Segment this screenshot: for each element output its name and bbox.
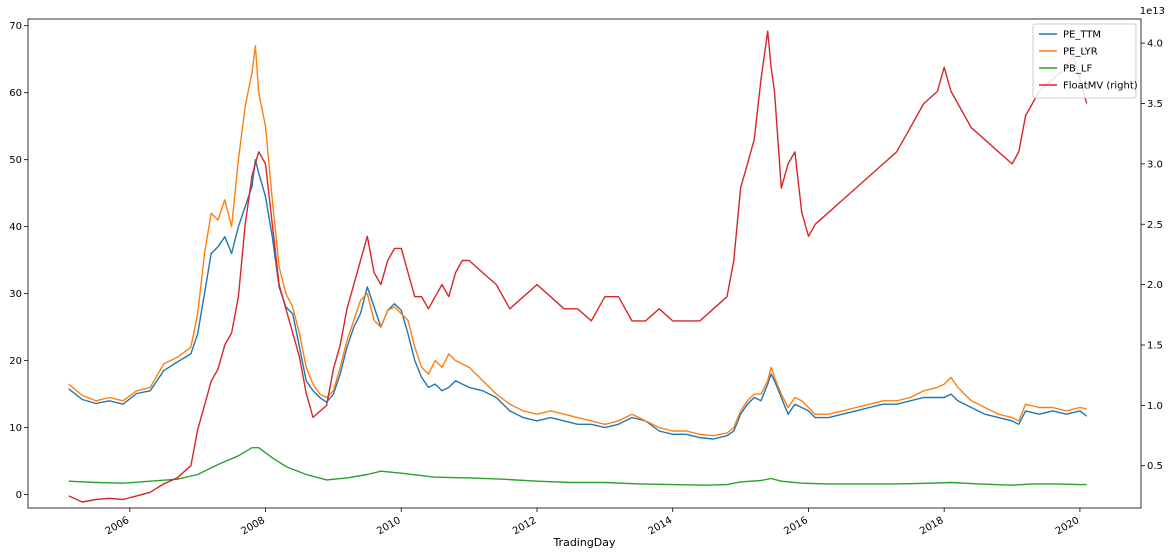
x-axis-title: TradingDay xyxy=(552,536,616,549)
right-y-tick-label: 4.0 xyxy=(1147,39,1163,50)
x-tick-label: 2014 xyxy=(647,515,675,537)
series-line-floatmv-right- xyxy=(68,30,1088,503)
series-line-pb-lf xyxy=(68,447,1087,486)
left-y-axis: 0 10 20 30 40 50 60 70 xyxy=(9,21,28,501)
right-y-axis: 0.5 1.0 1.5 2.0 2.5 3.0 3.5 4.0 xyxy=(1141,39,1163,472)
series-line-pe-ttm xyxy=(68,158,1088,440)
left-y-tick-label: 10 xyxy=(9,423,22,434)
left-y-tick-label: 30 xyxy=(9,289,22,300)
series-line-pe-lyr xyxy=(68,45,1087,437)
right-y-tick-label: 2.5 xyxy=(1147,220,1163,231)
legend-box xyxy=(1032,23,1137,99)
legend-label: FloatMV (right) xyxy=(1063,81,1138,92)
plot-frame xyxy=(27,18,1142,509)
right-y-tick-label: 3.0 xyxy=(1147,159,1163,170)
x-tick-label: 2010 xyxy=(375,515,403,537)
left-y-tick-label: 0 xyxy=(16,490,22,501)
x-tick-label: 2012 xyxy=(511,515,539,537)
x-tick-label: 2018 xyxy=(918,515,946,537)
x-tick-label: 2016 xyxy=(782,515,810,537)
left-y-tick-label: 40 xyxy=(9,222,22,233)
left-y-tick-label: 50 xyxy=(9,155,22,166)
legend-label: PE_LYR xyxy=(1063,47,1098,58)
right-y-tick-label: 3.5 xyxy=(1147,99,1163,110)
left-y-tick-label: 20 xyxy=(9,356,22,367)
x-tick-label: 2020 xyxy=(1054,515,1082,537)
legend: PE_TTM PE_LYR PB_LF FloatMV (right) xyxy=(1032,23,1138,99)
right-y-tick-label: 2.0 xyxy=(1147,280,1163,291)
right-y-tick-label: 1.0 xyxy=(1147,401,1163,412)
x-axis: 2006 2008 2010 2012 2014 2016 2018 2020 xyxy=(104,508,1082,537)
legend-label: PE_TTM xyxy=(1063,30,1101,41)
right-y-tick-label: 0.5 xyxy=(1147,461,1163,472)
x-tick-label: 2006 xyxy=(104,515,132,537)
series-lines xyxy=(68,30,1088,503)
left-y-tick-label: 70 xyxy=(9,21,22,32)
legend-label: PB_LF xyxy=(1063,64,1092,75)
right-axis-offset-label: 1e13 xyxy=(1140,6,1165,17)
right-y-tick-label: 1.5 xyxy=(1147,341,1163,352)
left-y-tick-label: 60 xyxy=(9,88,22,99)
x-tick-label: 2008 xyxy=(239,515,267,537)
